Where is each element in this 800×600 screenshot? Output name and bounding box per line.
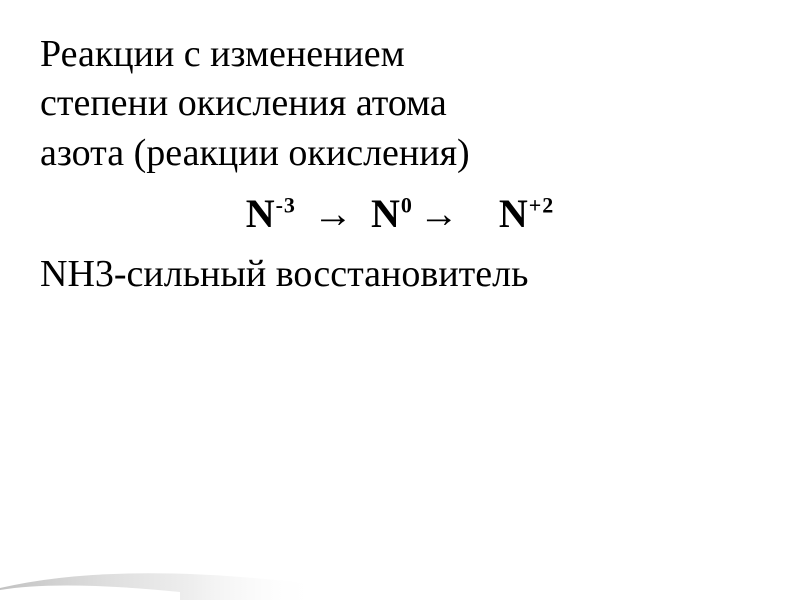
paragraph1-line1: Реакции с изменением (40, 33, 405, 75)
slide-content: Реакции с изменением степени окисления а… (40, 30, 760, 300)
arrow-2: → (419, 188, 460, 240)
species2-sup: 0 (401, 193, 413, 218)
species-1: N-3 (246, 191, 296, 236)
arrow-1: → (313, 188, 354, 240)
paragraph1-line2: степени окисления атома (40, 82, 447, 124)
paragraph-oxidation-intro: Реакции с изменением степени окисления а… (40, 30, 760, 178)
paragraph1-line3: азота (реакции окисления) (40, 132, 470, 174)
species1-sup: -3 (276, 193, 296, 218)
species3-sup: +2 (529, 193, 555, 218)
species3-base: N (499, 191, 529, 236)
corner-shadow-decoration (0, 550, 320, 600)
oxidation-state-equation: N-3 → N0→ N+2 (40, 188, 760, 240)
paragraph-nh3-reductant: NH3-сильный восстановитель (40, 250, 760, 299)
species-2: N0 (371, 191, 413, 236)
species1-base: N (246, 191, 276, 236)
species2-base: N (371, 191, 401, 236)
species-3: N+2 (499, 191, 554, 236)
